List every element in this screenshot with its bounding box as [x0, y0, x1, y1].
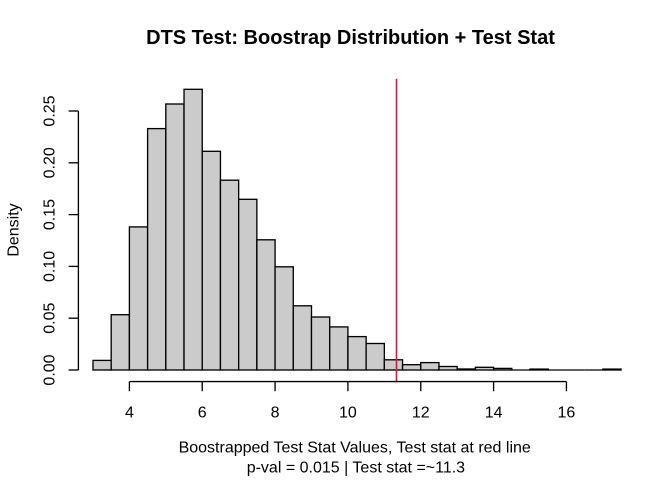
svg-text:DTS Test: Boostrap Distributio: DTS Test: Boostrap Distribution + Test S…	[146, 27, 555, 49]
svg-text:10: 10	[339, 405, 357, 422]
svg-text:16: 16	[558, 405, 576, 422]
svg-text:0.15: 0.15	[41, 199, 58, 230]
svg-text:0.05: 0.05	[41, 303, 58, 334]
svg-text:Density: Density	[5, 203, 22, 256]
svg-text:4: 4	[125, 405, 134, 422]
svg-text:14: 14	[485, 405, 503, 422]
svg-text:Boostrapped Test Stat Values,: Boostrapped Test Stat Values, Test stat …	[179, 440, 531, 457]
svg-text:12: 12	[412, 405, 430, 422]
svg-text:0.00: 0.00	[41, 354, 58, 385]
svg-text:8: 8	[271, 405, 280, 422]
svg-text:0.10: 0.10	[41, 251, 58, 282]
svg-text:0.20: 0.20	[41, 147, 58, 178]
svg-text:p-val = 0.015 | Test stat =~11: p-val = 0.015 | Test stat =~11.3	[247, 459, 465, 476]
svg-text:0.25: 0.25	[41, 95, 58, 126]
svg-text:6: 6	[198, 405, 207, 422]
